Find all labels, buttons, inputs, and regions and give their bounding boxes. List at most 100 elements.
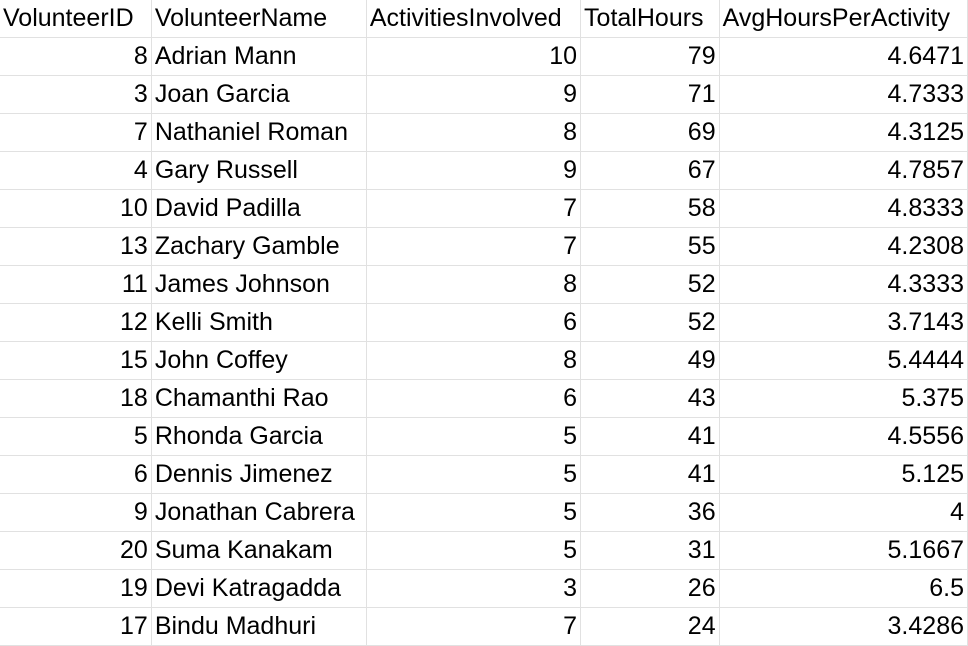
volunteer-name-cell[interactable]: Gary Russell [151, 151, 367, 190]
activities-involved-cell[interactable]: 9 [366, 151, 582, 190]
avg-hours-cell[interactable]: 3.7143 [719, 303, 968, 342]
volunteer-id-cell[interactable]: 17 [0, 607, 152, 646]
activities-involved-cell[interactable]: 9 [366, 75, 582, 114]
header-cell[interactable]: AvgHoursPerActivity [719, 0, 968, 38]
header-cell[interactable]: TotalHours [580, 0, 720, 38]
avg-hours-cell[interactable]: 3.4286 [719, 607, 968, 646]
total-hours-cell[interactable]: 41 [580, 417, 720, 456]
volunteer-name-cell[interactable]: Dennis Jimenez [151, 455, 367, 494]
avg-hours-cell[interactable]: 4.2308 [719, 227, 968, 266]
avg-hours-cell[interactable]: 5.375 [719, 379, 968, 418]
avg-hours-cell[interactable]: 5.125 [719, 455, 968, 494]
volunteer-name-cell[interactable]: Devi Katragadda [151, 569, 367, 608]
total-hours-cell[interactable]: 52 [580, 303, 720, 342]
table-row: 6 Dennis Jimenez 5 41 5.125 [0, 455, 968, 494]
table-row: 12 Kelli Smith 6 52 3.7143 [0, 303, 968, 342]
header-cell[interactable]: VolunteerName [151, 0, 367, 38]
volunteer-name-cell[interactable]: John Coffey [151, 341, 367, 380]
table-row: 4 Gary Russell 9 67 4.7857 [0, 151, 968, 190]
volunteer-id-cell[interactable]: 13 [0, 227, 152, 266]
activities-involved-cell[interactable]: 8 [366, 113, 582, 152]
volunteer-name-cell[interactable]: Adrian Mann [151, 37, 367, 76]
volunteer-name-cell[interactable]: Suma Kanakam [151, 531, 367, 570]
total-hours-cell[interactable]: 24 [580, 607, 720, 646]
volunteer-name-cell[interactable]: Chamanthi Rao [151, 379, 367, 418]
volunteer-id-cell[interactable]: 15 [0, 341, 152, 380]
volunteer-name-cell[interactable]: Nathaniel Roman [151, 113, 367, 152]
total-hours-cell[interactable]: 55 [580, 227, 720, 266]
volunteer-id-cell[interactable]: 10 [0, 189, 152, 228]
volunteer-id-cell[interactable]: 18 [0, 379, 152, 418]
total-hours-cell[interactable]: 69 [580, 113, 720, 152]
volunteer-name-cell[interactable]: Zachary Gamble [151, 227, 367, 266]
table-row: 9 Jonathan Cabrera 5 36 4 [0, 493, 968, 532]
table-row: 19 Devi Katragadda 3 26 6.5 [0, 569, 968, 608]
volunteer-name-cell[interactable]: Bindu Madhuri [151, 607, 367, 646]
volunteer-id-cell[interactable]: 12 [0, 303, 152, 342]
table-row: 18 Chamanthi Rao 6 43 5.375 [0, 379, 968, 418]
total-hours-cell[interactable]: 26 [580, 569, 720, 608]
table-row: 7 Nathaniel Roman 8 69 4.3125 [0, 113, 968, 152]
total-hours-cell[interactable]: 49 [580, 341, 720, 380]
volunteer-id-cell[interactable]: 9 [0, 493, 152, 532]
activities-involved-cell[interactable]: 6 [366, 379, 582, 418]
avg-hours-cell[interactable]: 4.3333 [719, 265, 968, 304]
total-hours-cell[interactable]: 41 [580, 455, 720, 494]
volunteer-name-cell[interactable]: Rhonda Garcia [151, 417, 367, 456]
volunteer-id-cell[interactable]: 6 [0, 455, 152, 494]
total-hours-cell[interactable]: 31 [580, 531, 720, 570]
avg-hours-cell[interactable]: 6.5 [719, 569, 968, 608]
table-row: 8 Adrian Mann 10 79 4.6471 [0, 37, 968, 76]
table-row: 11 James Johnson 8 52 4.3333 [0, 265, 968, 304]
activities-involved-cell[interactable]: 5 [366, 493, 582, 532]
volunteer-id-cell[interactable]: 7 [0, 113, 152, 152]
avg-hours-cell[interactable]: 4.5556 [719, 417, 968, 456]
volunteer-name-cell[interactable]: Jonathan Cabrera [151, 493, 367, 532]
activities-involved-cell[interactable]: 7 [366, 227, 582, 266]
avg-hours-cell[interactable]: 4.7857 [719, 151, 968, 190]
volunteer-id-cell[interactable]: 5 [0, 417, 152, 456]
header-cell[interactable]: ActivitiesInvolved [366, 0, 582, 38]
activities-involved-cell[interactable]: 6 [366, 303, 582, 342]
table-row: 17 Bindu Madhuri 7 24 3.4286 [0, 607, 968, 646]
activities-involved-cell[interactable]: 7 [366, 607, 582, 646]
volunteer-name-cell[interactable]: Kelli Smith [151, 303, 367, 342]
activities-involved-cell[interactable]: 10 [366, 37, 582, 76]
total-hours-cell[interactable]: 67 [580, 151, 720, 190]
avg-hours-cell[interactable]: 4.3125 [719, 113, 968, 152]
header-row: VolunteerID VolunteerName ActivitiesInvo… [0, 0, 968, 38]
avg-hours-cell[interactable]: 4.7333 [719, 75, 968, 114]
activities-involved-cell[interactable]: 7 [366, 189, 582, 228]
volunteer-id-cell[interactable]: 4 [0, 151, 152, 190]
total-hours-cell[interactable]: 79 [580, 37, 720, 76]
avg-hours-cell[interactable]: 4.6471 [719, 37, 968, 76]
total-hours-cell[interactable]: 58 [580, 189, 720, 228]
activities-involved-cell[interactable]: 8 [366, 341, 582, 380]
volunteer-id-cell[interactable]: 19 [0, 569, 152, 608]
total-hours-cell[interactable]: 43 [580, 379, 720, 418]
avg-hours-cell[interactable]: 4.8333 [719, 189, 968, 228]
activities-involved-cell[interactable]: 5 [366, 417, 582, 456]
activities-involved-cell[interactable]: 5 [366, 531, 582, 570]
total-hours-cell[interactable]: 71 [580, 75, 720, 114]
volunteer-name-cell[interactable]: Joan Garcia [151, 75, 367, 114]
total-hours-cell[interactable]: 36 [580, 493, 720, 532]
volunteer-name-cell[interactable]: David Padilla [151, 189, 367, 228]
header-cell[interactable]: VolunteerID [0, 0, 152, 38]
table-row: 5 Rhonda Garcia 5 41 4.5556 [0, 417, 968, 456]
volunteer-id-cell[interactable]: 8 [0, 37, 152, 76]
activities-involved-cell[interactable]: 5 [366, 455, 582, 494]
activities-involved-cell[interactable]: 8 [366, 265, 582, 304]
table-row: 10 David Padilla 7 58 4.8333 [0, 189, 968, 228]
volunteer-name-cell[interactable]: James Johnson [151, 265, 367, 304]
avg-hours-cell[interactable]: 5.4444 [719, 341, 968, 380]
volunteer-id-cell[interactable]: 3 [0, 75, 152, 114]
total-hours-cell[interactable]: 52 [580, 265, 720, 304]
avg-hours-cell[interactable]: 4 [719, 493, 968, 532]
volunteer-id-cell[interactable]: 11 [0, 265, 152, 304]
activities-involved-cell[interactable]: 3 [366, 569, 582, 608]
table-row: 13 Zachary Gamble 7 55 4.2308 [0, 227, 968, 266]
avg-hours-cell[interactable]: 5.1667 [719, 531, 968, 570]
volunteer-id-cell[interactable]: 20 [0, 531, 152, 570]
